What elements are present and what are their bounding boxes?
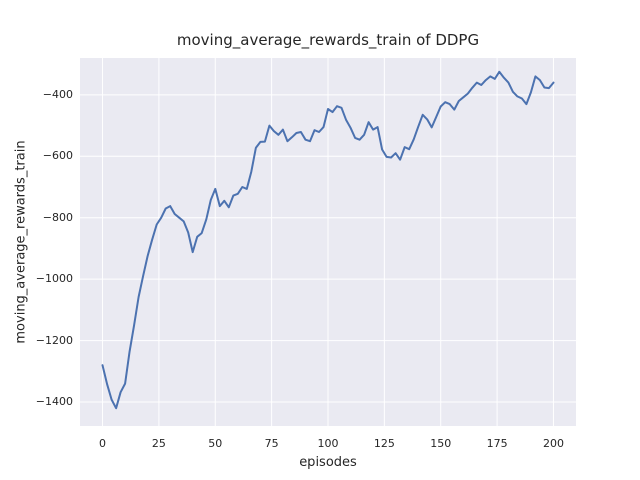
x-tick-label: 75: [264, 437, 279, 450]
x-tick-label: 25: [151, 437, 166, 450]
x-tick-label: 125: [373, 437, 395, 450]
data-line: [101, 70, 555, 410]
x-tick-label: 0: [99, 437, 107, 450]
x-tick-label: 150: [430, 437, 452, 450]
line-chart: [80, 58, 576, 426]
x-tick-label: 50: [208, 437, 223, 450]
y-tick-label: −1400: [35, 395, 73, 409]
y-axis-label: moving_average_rewards_train: [13, 140, 29, 344]
y-tick-label: −1000: [35, 272, 73, 286]
y-tick-label: −1200: [35, 333, 73, 347]
plot-area: [80, 58, 576, 426]
y-tick-label: −400: [42, 87, 73, 101]
x-tick-label: 175: [486, 437, 508, 450]
chart-title: moving_average_rewards_train of DDPG: [176, 31, 480, 49]
x-tick-label: 200: [542, 437, 564, 450]
x-axis-label: episodes: [299, 455, 357, 470]
y-tick-label: −800: [42, 210, 73, 224]
x-tick-label: 100: [317, 437, 339, 450]
y-tick-label: −600: [42, 149, 73, 163]
